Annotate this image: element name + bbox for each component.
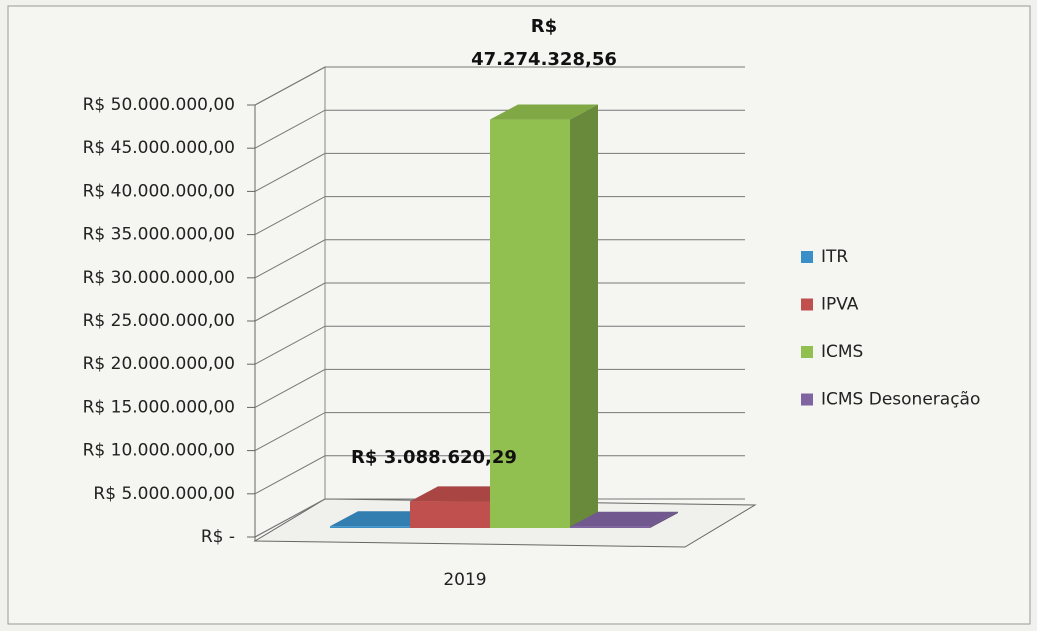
y-tick-label: R$ - bbox=[201, 527, 235, 547]
grid-line bbox=[254, 455, 745, 495]
y-tick-label: R$ 40.000.000,00 bbox=[83, 181, 235, 201]
legend-swatch bbox=[801, 346, 813, 358]
y-tick-label: R$ 45.000.000,00 bbox=[83, 138, 235, 158]
legend-swatch bbox=[801, 393, 813, 406]
bar-front bbox=[330, 526, 410, 528]
grid-line bbox=[254, 412, 745, 452]
legend-swatch bbox=[801, 251, 813, 263]
legend-label: IPVA bbox=[821, 295, 859, 315]
y-tick-label: R$ 10.000.000,00 bbox=[83, 441, 235, 461]
grid-line bbox=[254, 368, 745, 408]
grid-line bbox=[254, 239, 745, 279]
grid-line bbox=[254, 152, 745, 192]
y-tick-label: R$ 30.000.000,00 bbox=[83, 268, 235, 288]
x-tick-label: 2019 bbox=[443, 570, 486, 590]
grid-line bbox=[254, 66, 745, 106]
data-label: R$ 3.088.620,29 bbox=[351, 447, 517, 469]
bar-front bbox=[570, 526, 650, 528]
bar-front bbox=[490, 119, 570, 528]
y-tick-label: R$ 25.000.000,00 bbox=[83, 311, 235, 331]
y-tick-label: R$ 35.000.000,00 bbox=[83, 225, 235, 245]
y-tick-label: R$ 20.000.000,00 bbox=[83, 354, 235, 374]
bar-side bbox=[650, 511, 678, 528]
bar-front bbox=[410, 501, 490, 528]
legend-swatch bbox=[801, 298, 813, 311]
grid-line bbox=[254, 325, 745, 365]
legend-label: ICMS bbox=[821, 342, 863, 362]
y-tick-label: R$ 15.000.000,00 bbox=[83, 397, 235, 417]
grid-line bbox=[254, 109, 745, 149]
bar-side bbox=[570, 104, 598, 528]
grid-line bbox=[254, 282, 745, 322]
grid-line bbox=[254, 498, 745, 538]
y-tick-label: R$ 5.000.000,00 bbox=[93, 484, 235, 504]
y-tick-label: R$ 50.000.000,00 bbox=[83, 95, 235, 115]
legend-label: ITR bbox=[821, 247, 848, 267]
data-label: R$ 47.274.328,56 bbox=[471, 15, 617, 70]
legend-label: ICMS Desoneração bbox=[821, 390, 980, 410]
bar-top bbox=[570, 511, 678, 527]
grid-line bbox=[254, 196, 745, 236]
bar-top bbox=[490, 104, 598, 120]
